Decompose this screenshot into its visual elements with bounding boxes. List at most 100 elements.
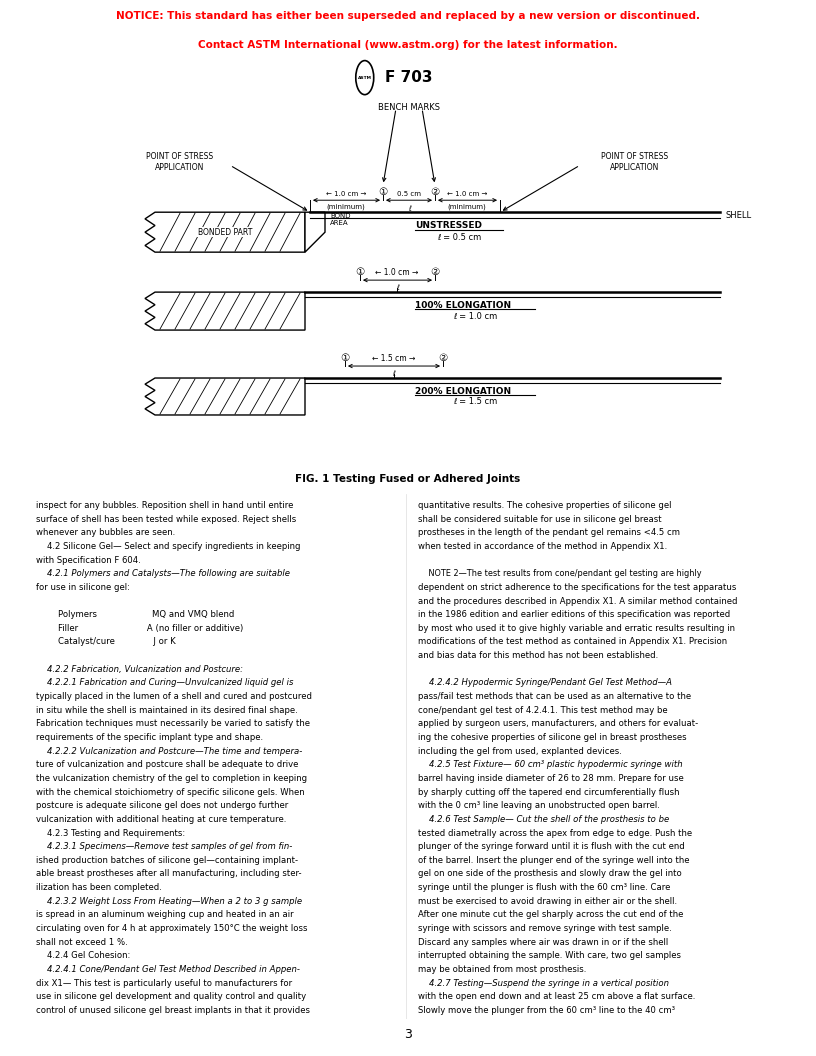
Text: NOTE 2—The test results from cone/pendant gel testing are highly: NOTE 2—The test results from cone/pendan… [418,569,701,579]
Text: ②: ② [430,267,440,277]
Text: ℓ: ℓ [392,371,396,377]
Text: in the 1986 edition and earlier editions of this specification was reported: in the 1986 edition and earlier editions… [418,610,730,619]
Text: and bias data for this method has not been established.: and bias data for this method has not be… [418,652,658,660]
Text: 4.2.1 Polymers and Catalysts—The following are suitable: 4.2.1 Polymers and Catalysts—The followi… [36,569,290,579]
Text: POINT OF STRESS
APPLICATION: POINT OF STRESS APPLICATION [146,152,214,172]
Text: UNSTRESSED: UNSTRESSED [415,221,482,230]
Text: prostheses in the length of the pendant gel remains <4.5 cm: prostheses in the length of the pendant … [418,528,680,538]
Text: NOTICE: This standard has either been superseded and replaced by a new version o: NOTICE: This standard has either been su… [116,12,700,21]
Text: for use in silicone gel:: for use in silicone gel: [36,583,130,592]
Text: syringe until the plunger is flush with the 60 cm³ line. Care: syringe until the plunger is flush with … [418,883,670,892]
Text: circulating oven for 4 h at approximately 150°C the weight loss: circulating oven for 4 h at approximatel… [36,924,308,934]
Polygon shape [145,293,305,331]
Polygon shape [145,212,305,252]
Text: ture of vulcanization and postcure shall be adequate to drive: ture of vulcanization and postcure shall… [36,760,299,770]
Text: 4.2.3.2 Weight Loss From Heating—When a 2 to 3 g sample: 4.2.3.2 Weight Loss From Heating—When a … [36,897,302,906]
Text: able breast prostheses after all manufacturing, including ster-: able breast prostheses after all manufac… [36,869,302,879]
Text: by most who used it to give highly variable and erratic results resulting in: by most who used it to give highly varia… [418,624,734,633]
Text: SHELL: SHELL [725,211,751,220]
Text: ← 1.5 cm →: ← 1.5 cm → [372,354,415,363]
Text: barrel having inside diameter of 26 to 28 mm. Prepare for use: barrel having inside diameter of 26 to 2… [418,774,684,782]
Text: by sharply cutting off the tapered end circumferentially flush: by sharply cutting off the tapered end c… [418,788,679,796]
Text: use in silicone gel development and quality control and quality: use in silicone gel development and qual… [36,993,306,1001]
Text: shall be considered suitable for use in silicone gel breast: shall be considered suitable for use in … [418,514,661,524]
Text: ilization has been completed.: ilization has been completed. [36,883,162,892]
Text: is spread in an aluminum weighing cup and heated in an air: is spread in an aluminum weighing cup an… [36,910,294,920]
Text: 100% ELONGATION: 100% ELONGATION [415,301,511,309]
Text: BENCH MARKS: BENCH MARKS [378,103,440,112]
Text: 4.2.3.1 Specimens—Remove test samples of gel from fin-: 4.2.3.1 Specimens—Remove test samples of… [36,843,293,851]
Text: gel on one side of the prosthesis and slowly draw the gel into: gel on one side of the prosthesis and sl… [418,869,681,879]
Text: including the gel from used, explanted devices.: including the gel from used, explanted d… [418,747,622,756]
Text: requirements of the specific implant type and shape.: requirements of the specific implant typ… [36,733,264,742]
Text: whenever any bubbles are seen.: whenever any bubbles are seen. [36,528,175,538]
Text: BONDED PART: BONDED PART [197,228,252,237]
Text: and the procedures described in Appendix X1. A similar method contained: and the procedures described in Appendix… [418,597,737,605]
Text: 4.2.2.1 Fabrication and Curing—Unvulcanized liquid gel is: 4.2.2.1 Fabrication and Curing—Unvulcani… [36,678,294,687]
Text: Contact ASTM International (www.astm.org) for the latest information.: Contact ASTM International (www.astm.org… [198,40,618,51]
Text: interrupted obtaining the sample. With care, two gel samples: interrupted obtaining the sample. With c… [418,951,681,960]
Text: surface of shell has been tested while exposed. Reject shells: surface of shell has been tested while e… [36,514,296,524]
Text: ②: ② [430,187,440,197]
Text: ①: ① [379,187,388,197]
Text: Polymers                    MQ and VMQ blend: Polymers MQ and VMQ blend [36,610,234,619]
Text: ℓ = 0.5 cm: ℓ = 0.5 cm [437,232,481,242]
Text: 4.2 Silicone Gel— Select and specify ingredients in keeping: 4.2 Silicone Gel— Select and specify ing… [36,542,300,551]
Polygon shape [145,378,305,415]
Text: Fabrication techniques must necessarily be varied to satisfy the: Fabrication techniques must necessarily … [36,719,310,729]
Text: POINT OF STRESS
APPLICATION: POINT OF STRESS APPLICATION [601,152,668,172]
Text: 4.2.5 Test Fixture— 60 cm³ plastic hypodermic syringe with: 4.2.5 Test Fixture— 60 cm³ plastic hypod… [418,760,682,770]
Text: 4.2.2.2 Vulcanization and Postcure—The time and tempera-: 4.2.2.2 Vulcanization and Postcure—The t… [36,747,303,756]
Text: ← 1.0 cm →: ← 1.0 cm → [326,191,366,197]
Text: syringe with scissors and remove syringe with test sample.: syringe with scissors and remove syringe… [418,924,672,934]
Text: control of unused silicone gel breast implants in that it provides: control of unused silicone gel breast im… [36,1006,310,1015]
Text: applied by surgeon users, manufacturers, and others for evaluat-: applied by surgeon users, manufacturers,… [418,719,698,729]
Text: with Specification F 604.: with Specification F 604. [36,555,141,565]
Text: ℓ: ℓ [396,285,398,291]
Text: may be obtained from most prosthesis.: may be obtained from most prosthesis. [418,965,586,974]
Text: 4.2.2 Fabrication, Vulcanization and Postcure:: 4.2.2 Fabrication, Vulcanization and Pos… [36,665,243,674]
Text: After one minute cut the gel sharply across the cut end of the: After one minute cut the gel sharply acr… [418,910,683,920]
Text: Discard any samples where air was drawn in or if the shell: Discard any samples where air was drawn … [418,938,668,946]
Text: BOND
AREA: BOND AREA [330,212,351,226]
Text: plunger of the syringe forward until it is flush with the cut end: plunger of the syringe forward until it … [418,843,685,851]
Text: tested diametrally across the apex from edge to edge. Push the: tested diametrally across the apex from … [418,829,692,837]
Text: postcure is adequate silicone gel does not undergo further: postcure is adequate silicone gel does n… [36,802,288,810]
Polygon shape [305,212,325,252]
Text: in situ while the shell is maintained in its desired final shape.: in situ while the shell is maintained in… [36,705,298,715]
Text: ℓ = 1.0 cm: ℓ = 1.0 cm [453,312,497,321]
Text: 4.2.3 Testing and Requirements:: 4.2.3 Testing and Requirements: [36,829,185,837]
Text: 3: 3 [404,1029,412,1041]
Text: 4.2.4.1 Cone/Pendant Gel Test Method Described in Appen-: 4.2.4.1 Cone/Pendant Gel Test Method Des… [36,965,300,974]
Text: vulcanization with additional heating at cure temperature.: vulcanization with additional heating at… [36,815,286,824]
Text: 4.2.4 Gel Cohesion:: 4.2.4 Gel Cohesion: [36,951,131,960]
Text: 4.2.7 Testing—Suspend the syringe in a vertical position: 4.2.7 Testing—Suspend the syringe in a v… [418,979,668,987]
Text: cone/pendant gel test of 4.2.4.1. This test method may be: cone/pendant gel test of 4.2.4.1. This t… [418,705,667,715]
Text: dependent on strict adherence to the specifications for the test apparatus: dependent on strict adherence to the spe… [418,583,736,592]
Text: shall not exceed 1 %.: shall not exceed 1 %. [36,938,128,946]
Text: 4.2.4.2 Hypodermic Syringe/Pendant Gel Test Method—A: 4.2.4.2 Hypodermic Syringe/Pendant Gel T… [418,678,672,687]
Text: Slowly move the plunger from the 60 cm³ line to the 40 cm³: Slowly move the plunger from the 60 cm³ … [418,1006,675,1015]
Text: pass/fail test methods that can be used as an alternative to the: pass/fail test methods that can be used … [418,692,691,701]
Text: ①: ① [340,353,349,363]
Text: typically placed in the lumen of a shell and cured and postcured: typically placed in the lumen of a shell… [36,692,313,701]
Text: 4.2.6 Test Sample— Cut the shell of the prosthesis to be: 4.2.6 Test Sample— Cut the shell of the … [418,815,669,824]
Text: FIG. 1 Testing Fused or Adhered Joints: FIG. 1 Testing Fused or Adhered Joints [295,474,521,485]
Text: ℓ: ℓ [407,206,410,212]
Text: ①: ① [356,267,365,277]
Text: the vulcanization chemistry of the gel to completion in keeping: the vulcanization chemistry of the gel t… [36,774,308,782]
Text: Filler                         A (no filler or additive): Filler A (no filler or additive) [36,624,243,633]
Text: must be exercised to avoid drawing in either air or the shell.: must be exercised to avoid drawing in ei… [418,897,676,906]
Text: with the chemical stoichiometry of specific silicone gels. When: with the chemical stoichiometry of speci… [36,788,305,796]
Text: modifications of the test method as contained in Appendix X1. Precision: modifications of the test method as cont… [418,638,727,646]
Text: quantitative results. The cohesive properties of silicone gel: quantitative results. The cohesive prope… [418,501,672,510]
Text: of the barrel. Insert the plunger end of the syringe well into the: of the barrel. Insert the plunger end of… [418,855,690,865]
Text: ②: ② [438,353,448,363]
Text: (minimum): (minimum) [448,203,486,210]
Text: with the open end down and at least 25 cm above a flat surface.: with the open end down and at least 25 c… [418,993,695,1001]
Text: dix X1— This test is particularly useful to manufacturers for: dix X1— This test is particularly useful… [36,979,292,987]
Text: ℓ = 1.5 cm: ℓ = 1.5 cm [453,397,497,407]
Text: Catalyst/cure              J or K: Catalyst/cure J or K [36,638,176,646]
Text: ← 1.0 cm →: ← 1.0 cm → [447,191,487,197]
Text: with the 0 cm³ line leaving an unobstructed open barrel.: with the 0 cm³ line leaving an unobstruc… [418,802,659,810]
